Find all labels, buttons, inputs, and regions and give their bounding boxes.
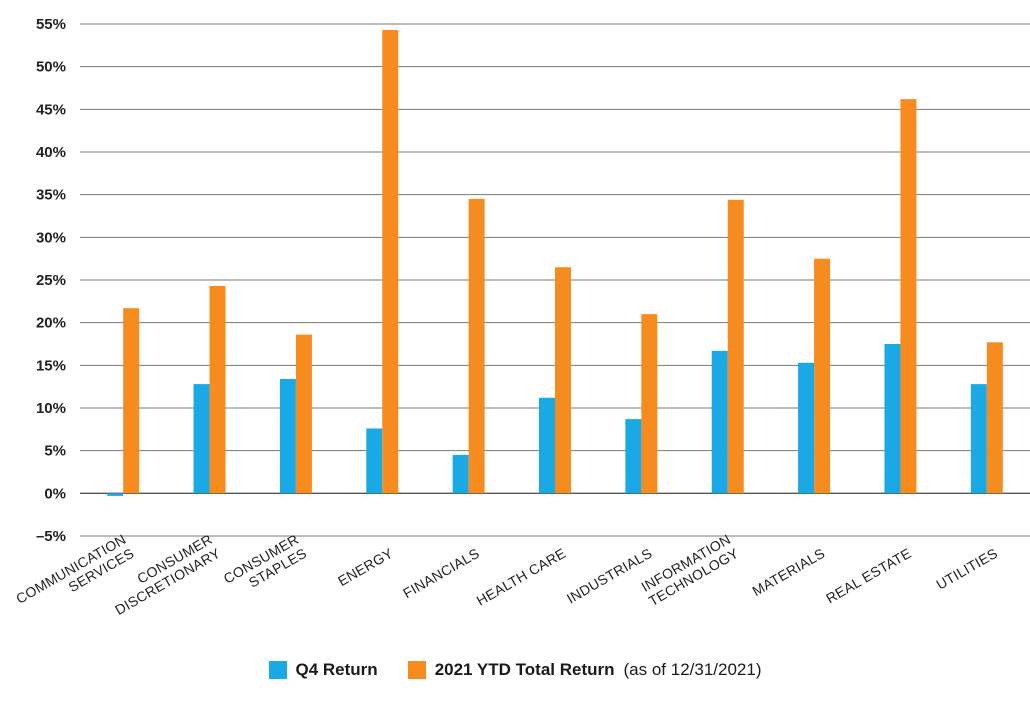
legend-label-ytd: 2021 YTD Total Return <box>434 660 615 679</box>
y-axis-tick-labels: –5% 0% 5% 10% 15% 20% 25% 30% 35% 40% 45% 50% 55% <box>36 16 66 545</box>
legend: Q4 Return 2021 YTD Total Return (as of 1… <box>0 658 1030 682</box>
category-label-line: UTILITIES <box>933 545 1000 593</box>
category-label: FINANCIALS <box>400 545 482 602</box>
category-label: ENERGY <box>335 545 396 589</box>
y-tick-label: 5% <box>44 443 66 460</box>
category-label: INDUSTRIALS <box>564 545 655 607</box>
y-tick-label: 0% <box>44 485 66 502</box>
category-label: REAL ESTATE <box>823 545 914 607</box>
bar-ytd <box>555 267 571 494</box>
bar-ytd <box>295 334 312 494</box>
legend-swatch-q4 <box>268 661 287 679</box>
bar-q4 <box>970 384 987 494</box>
category-label-line: MATERIALS <box>749 545 827 599</box>
bar-ytd <box>727 199 744 494</box>
category-label: INFORMATIONTECHNOLOGY <box>638 531 742 609</box>
bar-ytd <box>900 99 917 494</box>
bar-ytd <box>986 342 1003 494</box>
bar-ytd <box>814 258 831 494</box>
bar-ytd <box>382 29 399 494</box>
category-label-line: REAL ESTATE <box>823 545 914 607</box>
y-tick-label: 50% <box>36 59 66 76</box>
y-tick-label: 10% <box>36 400 66 417</box>
legend-label-q4: Q4 Return <box>295 660 378 679</box>
bars <box>107 29 1003 496</box>
category-label-line: ENERGY <box>335 545 396 589</box>
bar-q4 <box>711 350 728 494</box>
y-tick-label: 25% <box>36 272 66 289</box>
y-tick-label: 55% <box>36 16 66 33</box>
legend-item-ytd: 2021 YTD Total Return (as of 12/31/2021) <box>407 660 762 680</box>
bar-q4 <box>366 428 383 494</box>
category-labels: COMMUNICATIONSERVICESCONSUMERDISCRETIONA… <box>13 531 1000 618</box>
category-label: CONSUMERSTAPLES <box>221 531 310 601</box>
category-label-line: FINANCIALS <box>400 545 482 602</box>
y-tick-label: 45% <box>36 101 66 118</box>
bar-q4 <box>884 344 901 494</box>
category-label: UTILITIES <box>933 545 1000 593</box>
bar-chart: –5% 0% 5% 10% 15% 20% 25% 30% 35% 40% 45% 50% 55% CO… <box>13 16 1030 618</box>
bar-ytd <box>209 285 226 494</box>
bar-q4 <box>107 493 124 496</box>
bar-q4 <box>193 384 210 494</box>
y-tick-label: 20% <box>36 315 66 332</box>
category-label: MATERIALS <box>749 545 827 599</box>
y-tick-label: –5% <box>36 528 66 545</box>
category-label: HEALTH CARE <box>474 545 569 609</box>
bar-q4 <box>625 419 642 494</box>
legend-item-q4: Q4 Return <box>268 660 378 680</box>
y-tick-label: 35% <box>36 187 66 204</box>
bar-ytd <box>123 308 140 494</box>
y-tick-label: 15% <box>36 357 66 374</box>
bar-ytd <box>468 198 485 494</box>
category-label-line: HEALTH CARE <box>474 545 569 609</box>
legend-swatch-ytd <box>407 661 426 679</box>
bar-ytd <box>641 314 658 494</box>
category-label-line: INDUSTRIALS <box>564 545 655 607</box>
bar-q4 <box>279 378 296 494</box>
bar-q4 <box>539 397 555 494</box>
y-tick-label: 40% <box>36 144 66 161</box>
bar-q4 <box>798 362 815 494</box>
legend-note: (as of 12/31/2021) <box>623 660 762 679</box>
bar-q4 <box>452 454 469 494</box>
y-tick-label: 30% <box>36 229 66 246</box>
